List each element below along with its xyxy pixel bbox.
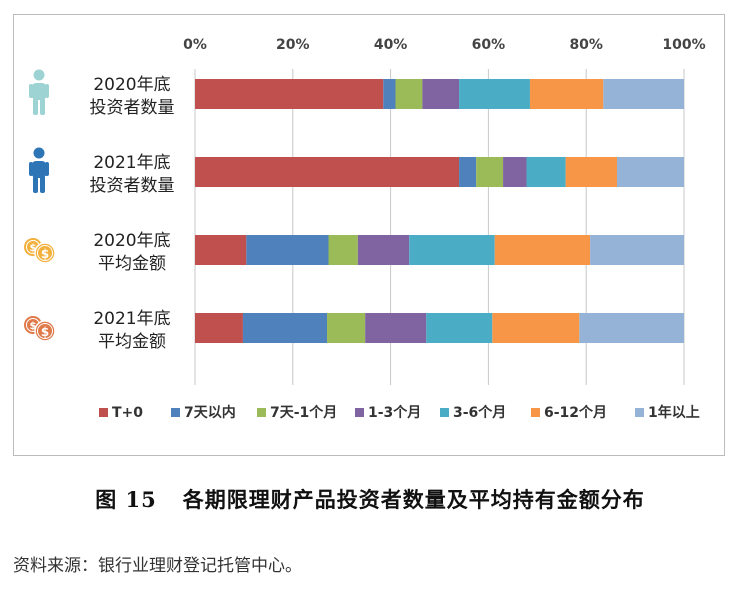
bar-segment	[383, 79, 396, 109]
figure-caption: 图 15 各期限理财产品投资者数量及平均持有金额分布	[0, 484, 740, 514]
person-icon	[33, 69, 45, 81]
bar-segment	[409, 235, 495, 265]
coins-icon	[37, 323, 53, 339]
source-note: 资料来源：银行业理财登记托管中心。	[13, 556, 302, 576]
bar-segment	[526, 157, 566, 187]
bar-segment	[422, 79, 460, 109]
bar-segment	[242, 313, 328, 343]
bar-segment	[494, 235, 591, 265]
bar-segment	[195, 157, 460, 187]
person-icon	[29, 84, 33, 98]
person-icon	[40, 98, 45, 115]
person-icon	[32, 161, 46, 178]
bar-segment	[492, 313, 580, 343]
legend-label: 7天以内	[184, 404, 236, 421]
legend-label: 7天-1个月	[270, 404, 337, 421]
bar-segment	[565, 157, 618, 187]
bar-segment	[476, 157, 504, 187]
bar-segment	[503, 157, 527, 187]
x-tick-label: 0%	[183, 37, 207, 53]
person-icon	[45, 84, 49, 98]
bar-segment	[195, 313, 243, 343]
bar-segment	[357, 235, 410, 265]
coins-icon: $	[41, 325, 49, 339]
person-icon	[33, 98, 38, 115]
person-icon	[29, 162, 33, 176]
chart-area: 0% 20% 40% 60% 80% 100% 2020年底 投资者数量 2021年底 投资者数量…	[13, 14, 725, 456]
bar-segment	[246, 235, 329, 265]
category-label: 2021年底	[93, 153, 170, 173]
legend-label: 1年以上	[648, 404, 700, 421]
bar-segment	[459, 79, 530, 109]
person-icon	[45, 162, 49, 176]
bar-segment	[426, 313, 493, 343]
bar-segment	[395, 79, 423, 109]
person-icon	[40, 176, 45, 193]
figure-number: 图 15	[95, 487, 157, 512]
x-tick-label: 40%	[374, 37, 408, 53]
coins-icon: $	[30, 243, 37, 254]
x-tick-label: 60%	[472, 37, 506, 53]
legend-swatch	[355, 408, 364, 417]
category-label: 2020年底	[93, 75, 170, 95]
legend-swatch	[257, 408, 266, 417]
bar-segment	[328, 235, 358, 265]
person-icon	[32, 83, 46, 100]
x-tick-label: 80%	[569, 37, 603, 53]
legend-label: 1-3个月	[368, 404, 421, 421]
legend-label: 3-6个月	[453, 404, 506, 421]
legend-label: T+0	[112, 405, 143, 421]
x-tick-label: 20%	[276, 37, 310, 53]
category-label: 平均金额	[98, 254, 166, 274]
category-label: 平均金额	[98, 332, 166, 352]
category-label: 投资者数量	[90, 176, 175, 196]
category-label: 投资者数量	[90, 98, 175, 118]
legend-swatch	[171, 408, 180, 417]
bar-segment	[459, 157, 477, 187]
bar-segment	[579, 313, 684, 343]
bar-segment	[529, 79, 604, 109]
bar-segment	[195, 79, 384, 109]
legend-swatch	[99, 408, 108, 417]
legend-swatch	[635, 408, 644, 417]
coins-icon: $	[41, 247, 49, 261]
bar-segment	[365, 313, 427, 343]
legend-swatch	[440, 408, 449, 417]
category-label: 2020年底	[93, 231, 170, 251]
bar-segment	[603, 79, 684, 109]
coins-icon: $	[30, 321, 37, 332]
bar-segment	[590, 235, 684, 265]
category-label: 2021年底	[93, 309, 170, 329]
person-icon	[33, 147, 45, 159]
bar-segment	[617, 157, 684, 187]
coins-icon	[37, 245, 53, 261]
legend-swatch	[531, 408, 540, 417]
bar-segment	[195, 235, 247, 265]
person-icon	[33, 176, 38, 193]
figure-title: 各期限理财产品投资者数量及平均持有金额分布	[182, 487, 645, 512]
x-tick-label: 100%	[662, 37, 705, 53]
bar-segment	[327, 313, 366, 343]
legend-label: 6-12个月	[544, 404, 607, 421]
